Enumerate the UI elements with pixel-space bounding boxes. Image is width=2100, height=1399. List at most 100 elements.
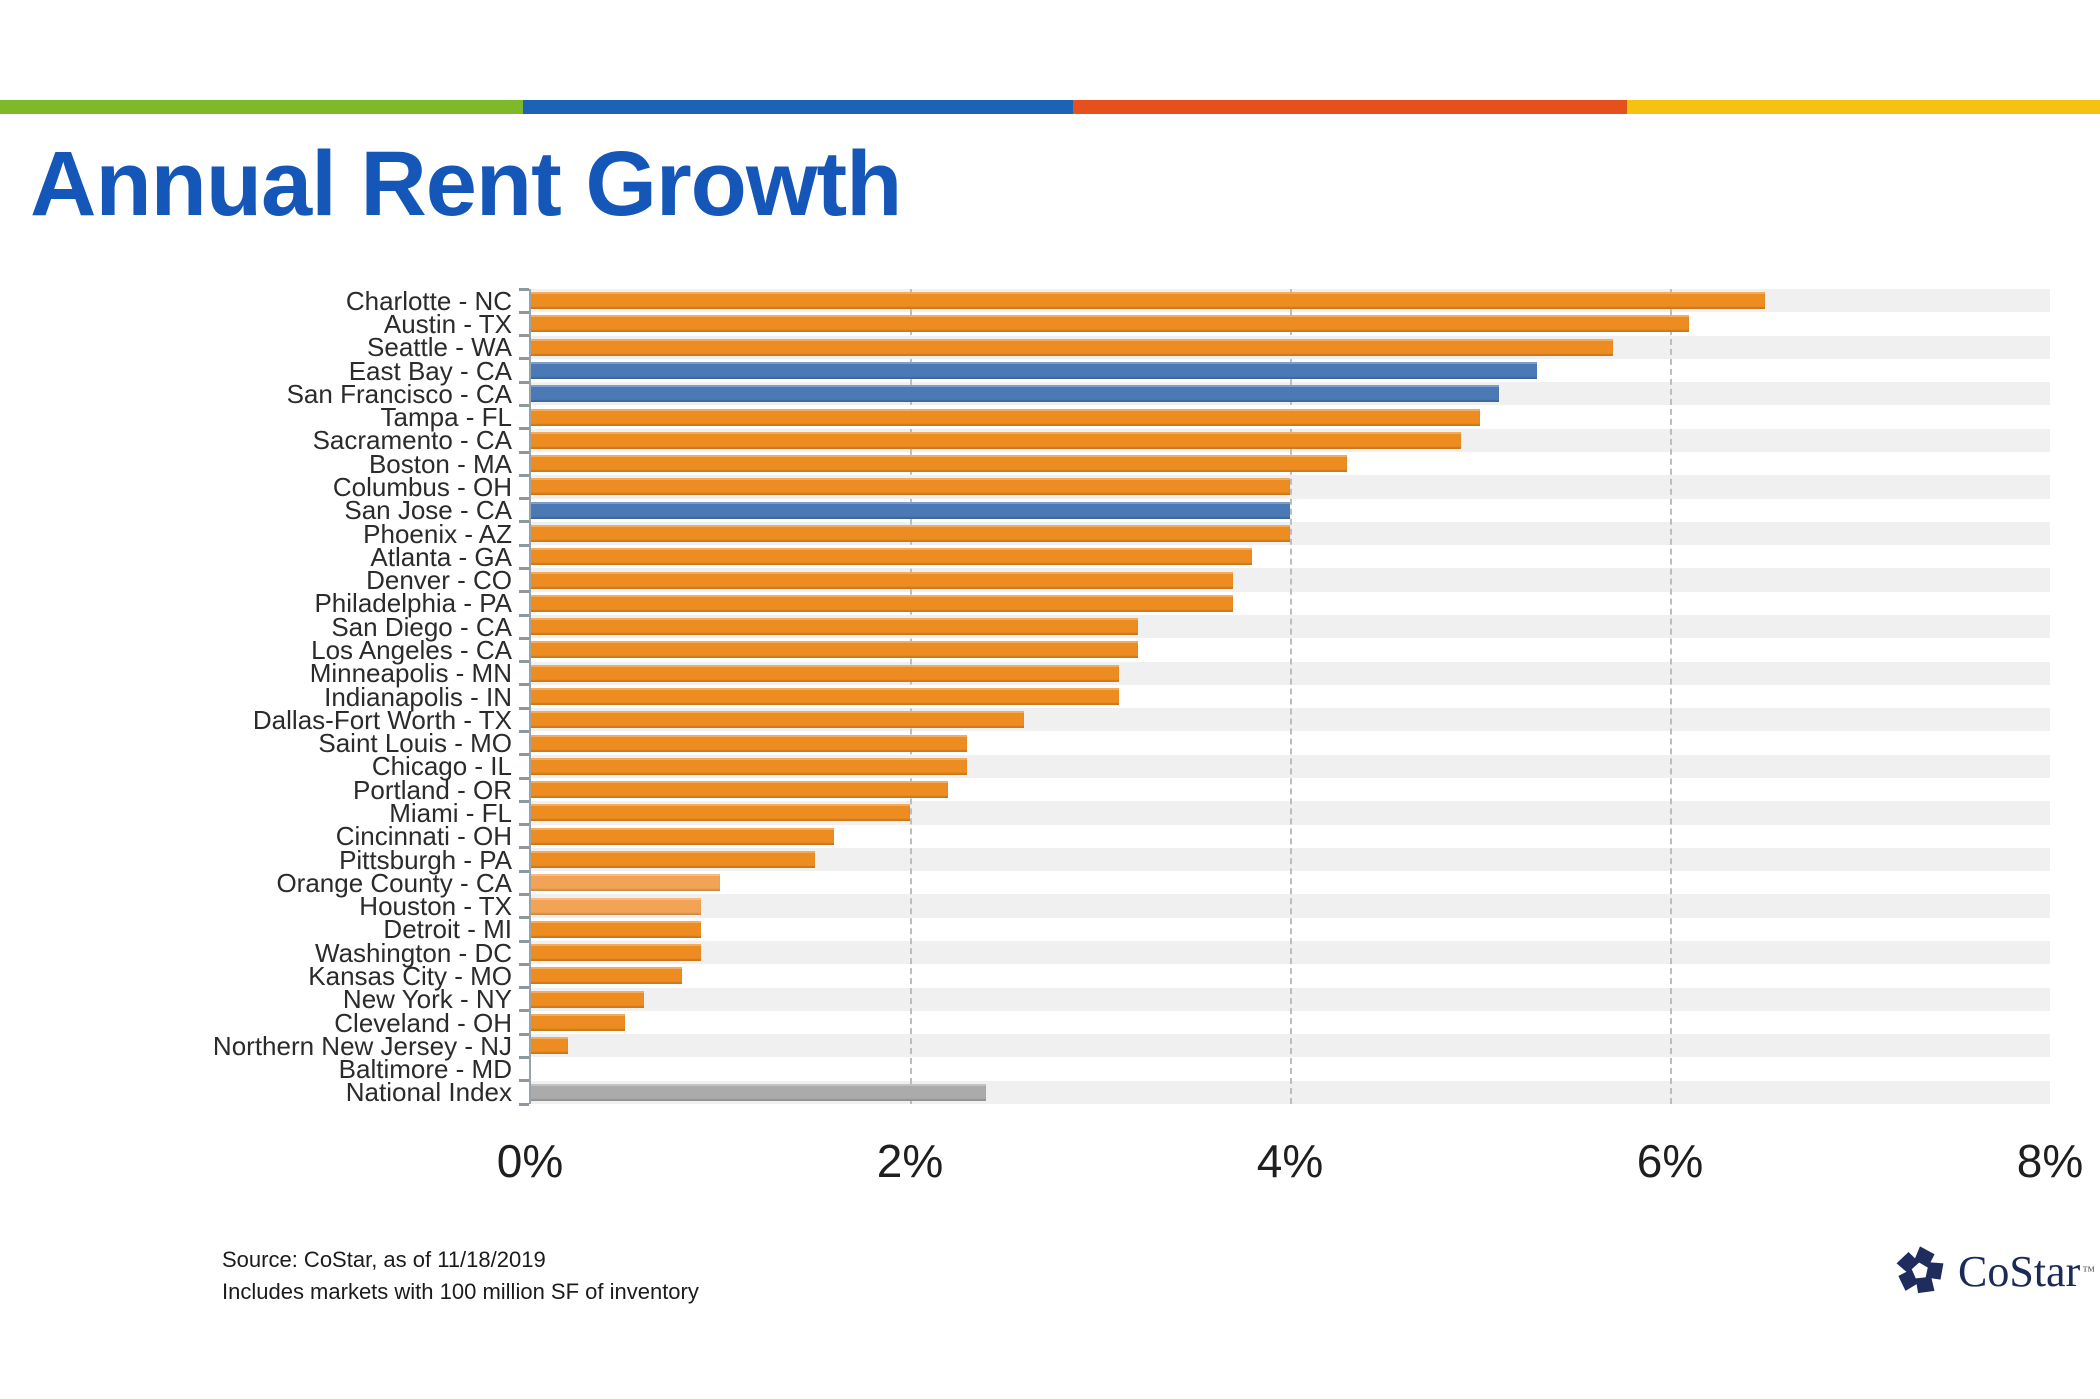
axis-tick — [519, 334, 529, 338]
gridline-4pct — [1290, 289, 1292, 1104]
axis-tick — [519, 287, 529, 291]
y-axis-label: Denver - CO — [366, 565, 512, 596]
bar-east-bay-ca — [530, 362, 1537, 379]
y-axis-label: Charlotte - NC — [345, 285, 512, 316]
axis-tick — [519, 799, 529, 803]
axis-tick — [519, 566, 529, 570]
axis-tick — [519, 1032, 529, 1036]
y-axis-label: Sacramento - CA — [312, 425, 512, 456]
axis-tick — [519, 357, 529, 361]
bar-cleveland-oh — [530, 1014, 625, 1031]
y-axis-label: Tampa - FL — [380, 402, 513, 433]
axis-tick — [519, 660, 529, 664]
y-axis-label: East Bay - CA — [348, 355, 512, 386]
axis-tick — [519, 939, 529, 943]
axis-tick — [519, 962, 529, 966]
y-axis-label: Indianapolis - IN — [324, 681, 512, 712]
bar-houston-tx — [530, 897, 701, 915]
y-axis-label: Los Angeles - CA — [311, 634, 512, 665]
bar-atlanta-ga — [530, 548, 1252, 566]
bar-phoenix-az — [530, 525, 1290, 542]
stripe-segment-red — [1073, 100, 1628, 114]
source-note-line1: Source: CoStar, as of 11/18/2019 — [222, 1247, 546, 1272]
y-axis-label: Portland - OR — [353, 774, 512, 805]
bar-sacramento-ca — [530, 431, 1461, 449]
y-axis-label: Columbus - OH — [332, 471, 512, 502]
axis-tick — [519, 1079, 529, 1083]
bar-austin-tx — [530, 315, 1689, 333]
y-axis-label: Detroit - MI — [383, 914, 512, 945]
bar-cincinnati-oh — [530, 827, 834, 845]
axis-tick — [519, 753, 529, 757]
bar-miami-fl — [530, 804, 910, 822]
axis-tick — [519, 403, 529, 407]
axis-tick — [519, 776, 529, 780]
axis-tick — [519, 916, 529, 920]
axis-tick — [519, 520, 529, 524]
axis-tick — [519, 892, 529, 896]
x-axis-tick-label: 2% — [876, 1135, 944, 1187]
trademark-symbol: ™ — [2082, 1263, 2095, 1278]
source-note-line2: Includes markets with 100 million SF of … — [222, 1279, 699, 1304]
bar-charlotte-nc — [530, 292, 1765, 310]
y-axis-label: Houston - TX — [359, 891, 512, 922]
y-axis-label: Phoenix - AZ — [363, 518, 512, 549]
page-title: Annual Rent Growth — [30, 133, 902, 235]
x-axis-labels: 0% 2% 4% 6% 8% — [497, 1134, 2083, 1190]
x-axis-tick-label: 4% — [1256, 1135, 1324, 1187]
y-axis-label: Saint Louis - MO — [318, 728, 512, 759]
y-axis-label: Atlanta - GA — [370, 541, 512, 572]
y-axis-label: Cincinnati - OH — [335, 821, 512, 852]
axis-tick — [519, 427, 529, 431]
axis-tick — [519, 473, 529, 477]
x-axis-tick-label: 8% — [2016, 1135, 2084, 1187]
bar-washington-dc — [530, 944, 701, 962]
axis-tick — [519, 310, 529, 314]
y-axis-label: Northern New Jersey - NJ — [212, 1030, 512, 1061]
axis-tick — [519, 986, 529, 990]
bar-national-index — [530, 1083, 986, 1101]
stripe-segment-yellow — [1627, 100, 2100, 114]
y-axis-label: Orange County - CA — [276, 867, 512, 898]
bar-denver-co — [530, 571, 1233, 589]
y-axis-label: San Francisco - CA — [286, 378, 512, 409]
axis-tick — [519, 1009, 529, 1013]
bar-kansas-city-mo — [530, 967, 682, 985]
bar-columbus-oh — [530, 478, 1290, 496]
axis-tick — [519, 846, 529, 850]
bar-saint-louis-mo — [530, 734, 967, 752]
y-axis-label: Austin - TX — [383, 308, 512, 339]
axis-tick — [519, 590, 529, 594]
axis-tick — [519, 543, 529, 547]
y-axis-label: National Index — [345, 1077, 512, 1108]
bar-new-york-ny — [530, 990, 644, 1008]
y-axis-labels: Charlotte - NC Austin - TX Seattle - WA Eas… — [0, 285, 513, 1108]
bar-portland-or — [530, 781, 948, 799]
axis-tick — [519, 1055, 529, 1059]
y-axis-label: San Jose - CA — [344, 495, 512, 526]
axis-tick — [519, 683, 529, 687]
bar-san-francisco-ca — [530, 385, 1499, 403]
y-axis-label: Seattle - WA — [367, 332, 512, 363]
y-axis-label: Boston - MA — [368, 448, 512, 479]
y-axis-label: Pittsburgh - PA — [339, 844, 512, 875]
bar-pittsburgh-pa — [530, 851, 815, 868]
y-axis-label: Minneapolis - MN — [309, 658, 512, 689]
stripe-segment-blue — [522, 100, 1074, 114]
y-axis-label: Dallas-Fort Worth - TX — [252, 704, 512, 735]
y-axis-label: Washington - DC — [315, 937, 512, 968]
axis-tick — [519, 706, 529, 710]
bar-tampa-fl — [530, 408, 1480, 426]
axis-tick — [519, 497, 529, 501]
bar-philadelphia-pa — [530, 594, 1233, 612]
bar-seattle-wa — [530, 338, 1613, 356]
y-axis-label: Cleveland - OH — [334, 1007, 512, 1038]
y-axis-label: San Diego - CA — [331, 611, 512, 642]
axis-tick — [519, 729, 529, 733]
y-axis-label: Philadelphia - PA — [314, 588, 512, 619]
bar-san-diego-ca — [530, 618, 1138, 636]
y-axis-label: Miami - FL — [389, 797, 512, 828]
bar-chicago-il — [530, 757, 967, 775]
axis-tick — [519, 1102, 529, 1106]
